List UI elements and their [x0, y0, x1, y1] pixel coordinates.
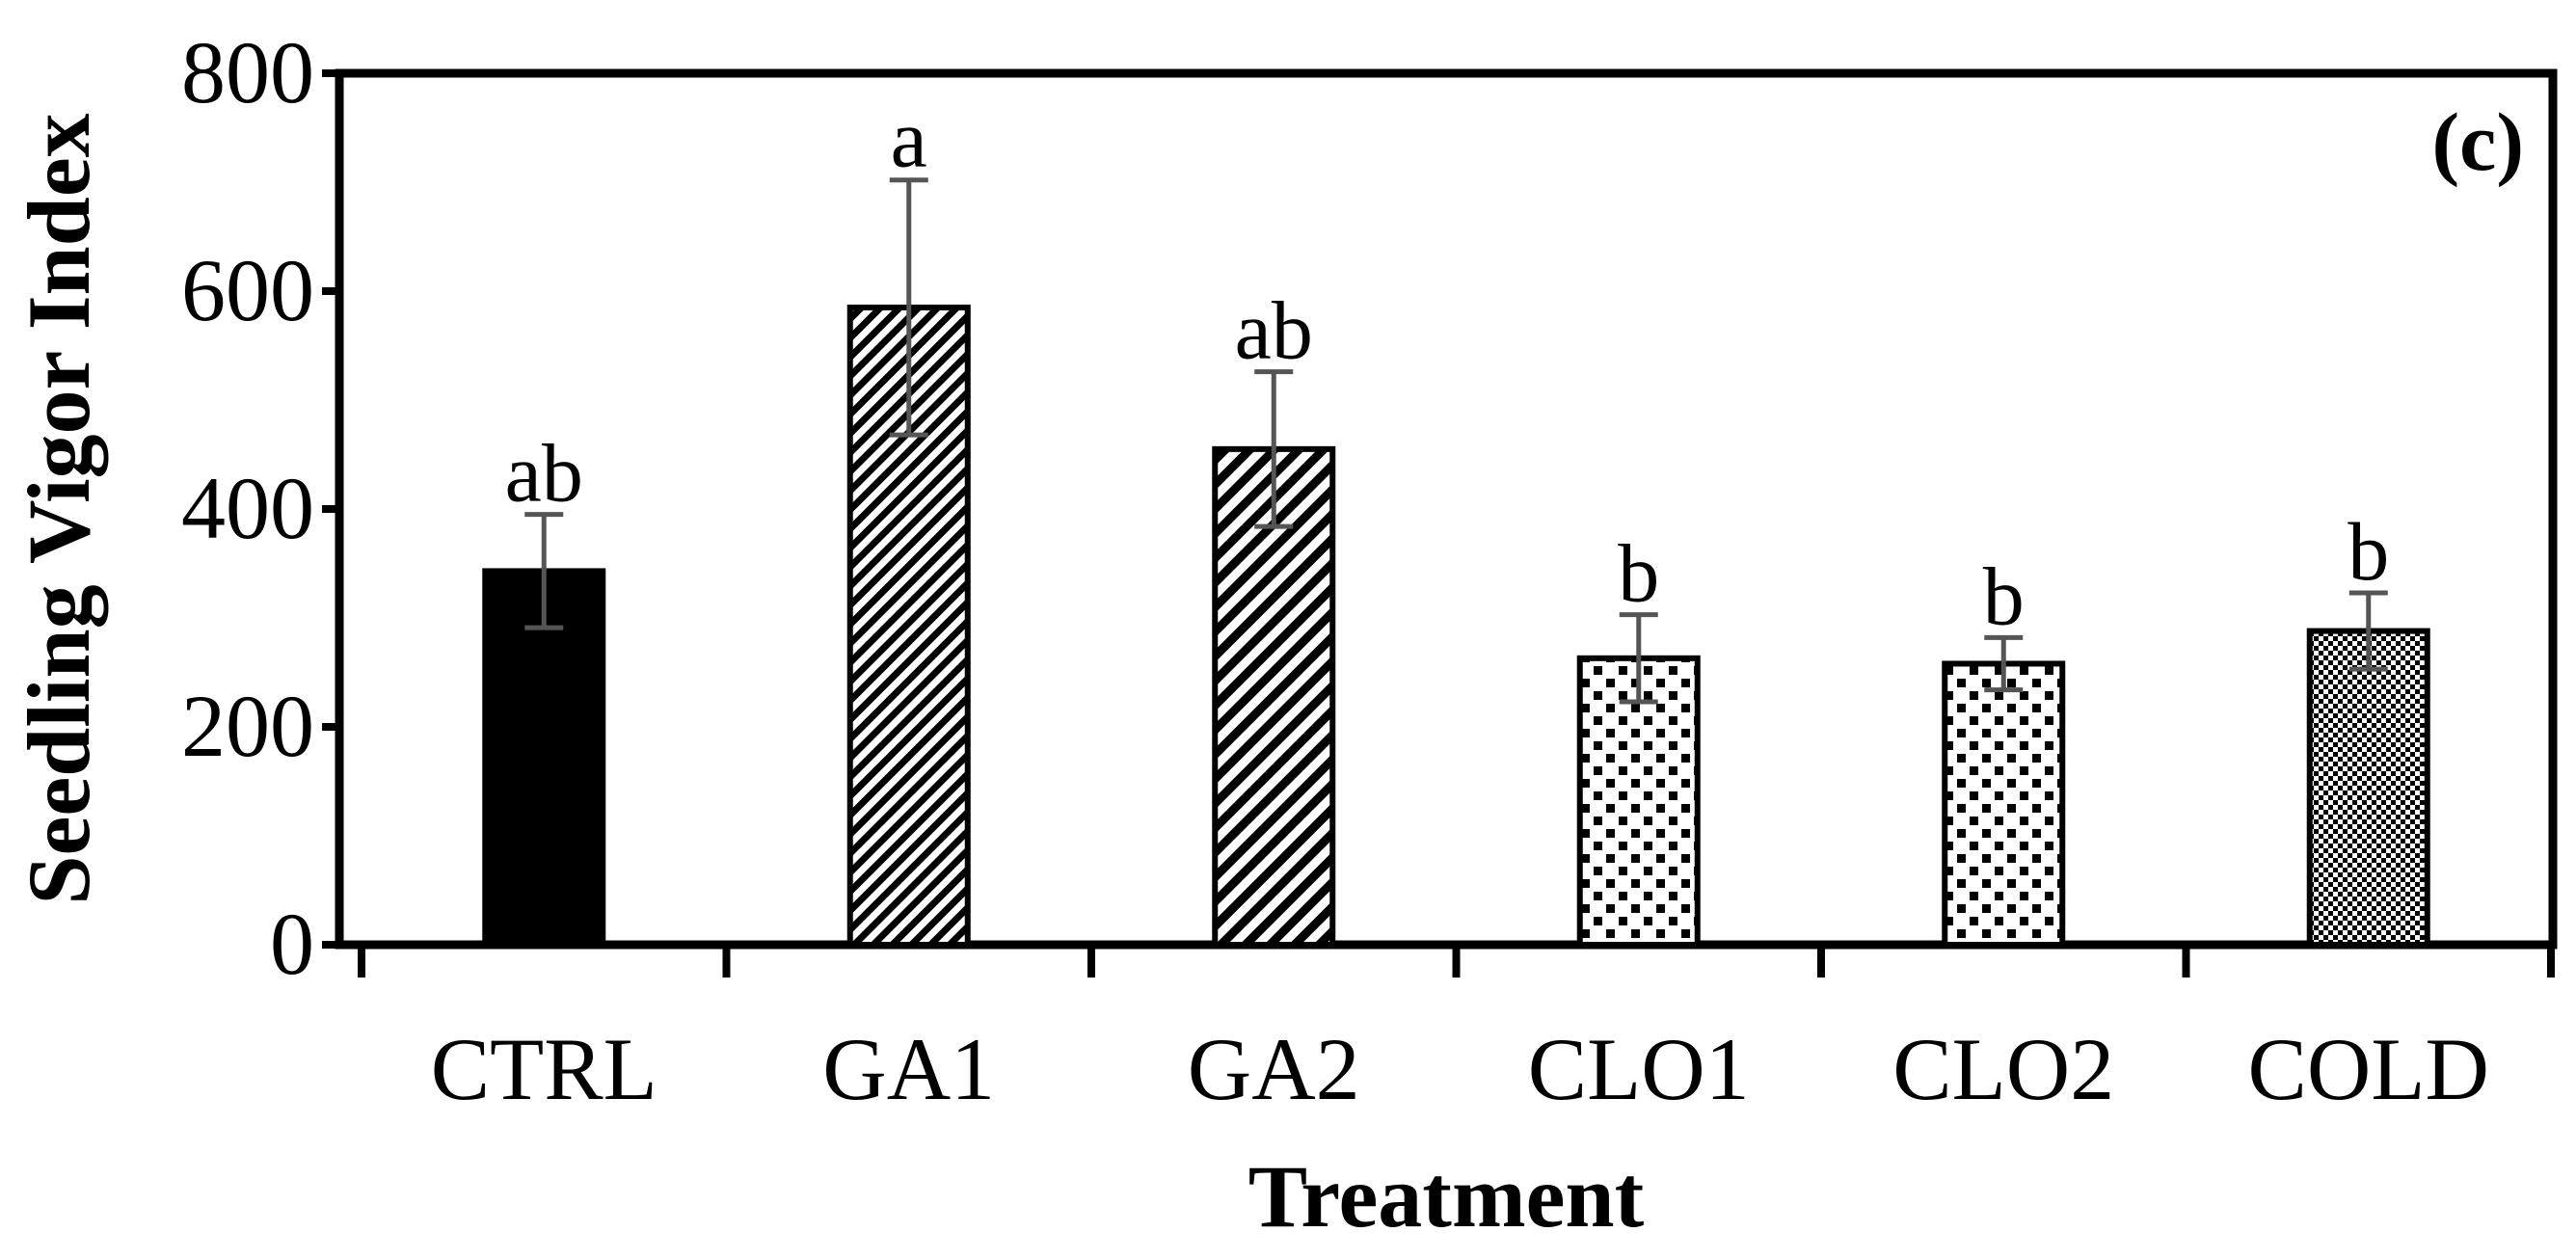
error-bar-series [524, 177, 2388, 705]
significance-label: a [891, 93, 927, 185]
bar [2306, 628, 2430, 948]
bar-series [482, 304, 2430, 949]
y-axis: 0 200 400 600 800 [181, 23, 339, 993]
error-bar [2348, 590, 2388, 672]
error-bar [1619, 612, 1658, 705]
y-axis-title: Seedling Vigor Index [10, 113, 108, 904]
panel-label: (c) [2432, 95, 2524, 188]
error-bar [1984, 634, 2024, 693]
error-bar [524, 512, 564, 630]
significance-label: b [1983, 549, 2025, 642]
bar [1942, 660, 2066, 949]
significance-label: ab [1235, 284, 1313, 377]
error-bar [889, 177, 928, 438]
y-tick-label: 400 [181, 459, 314, 557]
x-tick-label: CLO1 [1528, 1020, 1750, 1118]
significance-label-series: ab a ab b b b [505, 93, 2390, 643]
x-tick-label: GA1 [822, 1020, 995, 1118]
x-axis: CTRL GA1 GA2 CLO1 CLO2 COLD [358, 945, 2555, 1118]
x-tick-label: CTRL [431, 1020, 657, 1118]
significance-label: b [2348, 505, 2389, 598]
y-tick-label: 800 [181, 23, 314, 121]
y-tick-label: 0 [270, 895, 314, 993]
bar [482, 568, 606, 948]
x-tick-label: GA2 [1188, 1020, 1360, 1118]
plot-area-frame [335, 68, 2558, 950]
x-tick-label: CLO2 [1892, 1020, 2114, 1118]
y-tick-label: 200 [181, 677, 314, 775]
significance-label: b [1618, 527, 1659, 620]
x-axis-title: Treatment [1248, 1147, 1645, 1246]
x-tick-label: COLD [2248, 1020, 2489, 1118]
significance-label: ab [505, 427, 583, 520]
error-bar [1254, 369, 1294, 529]
y-tick-label: 600 [181, 241, 314, 339]
